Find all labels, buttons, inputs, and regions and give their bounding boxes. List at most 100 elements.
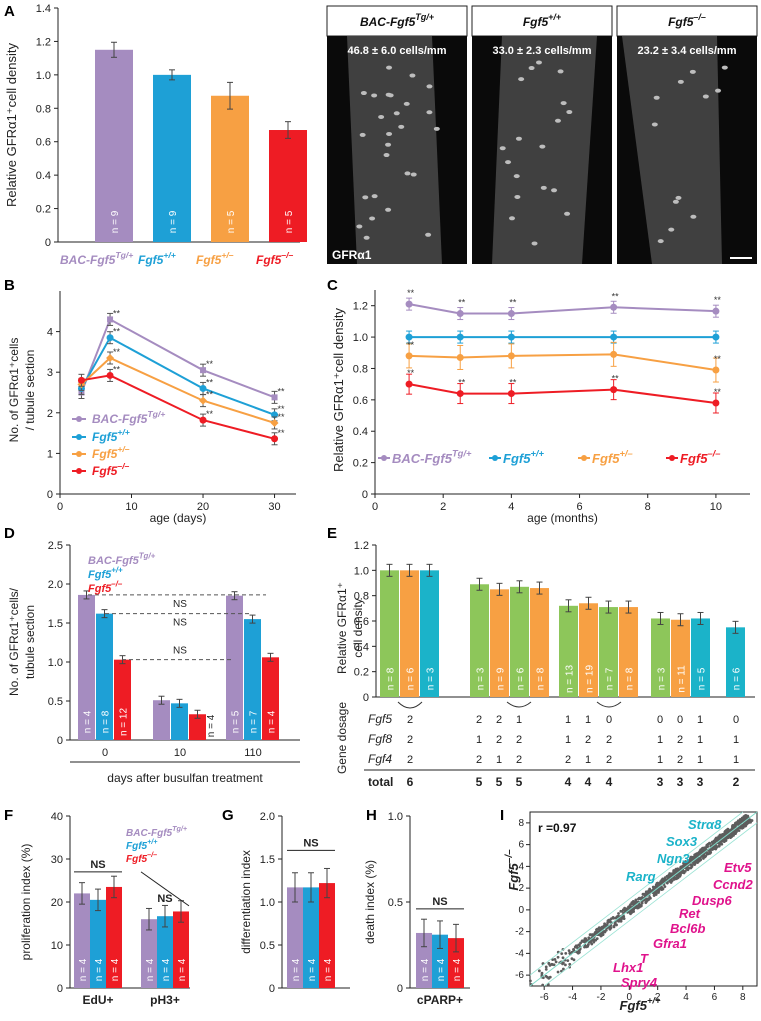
panel-i-point xyxy=(544,967,548,971)
panel-i-point xyxy=(605,923,609,927)
panel-i-point xyxy=(746,815,750,819)
panel-i-point xyxy=(583,945,586,949)
panel-b-x-label: age (days) xyxy=(150,511,207,525)
panel-a-cell xyxy=(383,153,390,158)
panel-c-point xyxy=(405,300,413,308)
panel-a-cell xyxy=(535,60,542,65)
panel-i-point xyxy=(722,840,726,844)
panel-a-bar xyxy=(95,49,133,243)
panel-d-y-tick-label: 2.0 xyxy=(48,579,63,591)
panel-a-cell xyxy=(499,146,506,151)
panel-c-star: ** xyxy=(714,387,722,397)
panel-b-series-line xyxy=(80,317,275,399)
panel-g-n-label: n = 4 xyxy=(323,958,334,981)
panel-a-cell xyxy=(564,211,571,216)
panel-i-point xyxy=(572,947,575,951)
panel-b-y-tick-label: 1 xyxy=(47,448,53,460)
panel-e-dosage-value: 2 xyxy=(585,734,591,746)
panel-g-y-tick-label: 1.0 xyxy=(260,897,275,909)
panel-a-x-label: BAC-Fgf5Tg/+ xyxy=(60,250,133,267)
panel-e-total-value: 2 xyxy=(733,775,740,789)
panel-a-y-tick-label: 0.2 xyxy=(36,204,51,216)
panel-d-x-tick-label: 0 xyxy=(102,747,108,759)
panel-i-point xyxy=(657,883,661,887)
panel-f-bar xyxy=(106,886,122,988)
panel-e-n-label: n = 19 xyxy=(585,665,596,694)
panel-c-point xyxy=(610,386,618,394)
panel-i-y-tick-label: -2 xyxy=(515,927,524,938)
panel-i-point xyxy=(638,903,642,907)
panel-a-n-label: n = 5 xyxy=(284,210,295,233)
panel-g-bar xyxy=(319,883,335,988)
panel-i-point xyxy=(563,963,567,967)
panel-e-n-label: n = 3 xyxy=(426,667,437,690)
panel-c-star: ** xyxy=(509,378,517,388)
panel-d-ns-label: NS xyxy=(173,599,187,610)
panel-e-total-value: 5 xyxy=(476,775,483,789)
panel-i-point xyxy=(626,907,629,911)
panel-f-y-tick-label: 30 xyxy=(51,854,63,866)
panel-b-star: ** xyxy=(113,327,121,337)
panel-i-point xyxy=(731,831,735,835)
panel-c-legend-entry: Fgf5+/– xyxy=(592,449,633,467)
panel-a-y-tick-label: 0.8 xyxy=(36,103,51,115)
panel-c-x-tick-label: 6 xyxy=(576,501,582,513)
panel-a-cell xyxy=(668,227,675,232)
panel-i-point xyxy=(655,884,659,888)
panel-c-point xyxy=(507,333,515,341)
panel-c-star: ** xyxy=(509,298,517,308)
panel-e-n-label: n = 6 xyxy=(516,667,527,690)
panel-a-x-label: Fgf5–/– xyxy=(256,250,294,267)
panel-d-x-label: days after busulfan treatment xyxy=(107,771,263,785)
panel-a-cell xyxy=(385,207,392,212)
panel-i-y-tick-label: 6 xyxy=(518,840,524,851)
panel-e-total-value: 3 xyxy=(697,775,704,789)
panel-i-y-label: Fgf5–/– xyxy=(504,849,521,891)
panel-c-point xyxy=(405,333,413,341)
panel-i-x-tick-label: 4 xyxy=(683,992,689,1003)
panel-a-tubule xyxy=(492,36,597,264)
panel-c-legend-marker xyxy=(492,455,498,461)
panel-c-y-tick-label: 0 xyxy=(362,489,368,501)
panel-i-point xyxy=(674,868,678,872)
panel-i-point xyxy=(716,838,720,842)
panel-i-gene-magenta: Bcl6b xyxy=(670,921,705,936)
panel-c-star: ** xyxy=(612,291,620,301)
panel-i-diagonal xyxy=(529,811,758,987)
panel-i-point xyxy=(637,897,640,901)
panel-i-y-tick-label: 2 xyxy=(518,883,524,894)
panel-c-point xyxy=(405,380,413,388)
panel-e-bar xyxy=(651,618,670,697)
panel-e-y-tick-label: 1.0 xyxy=(354,565,369,577)
panel-i-point xyxy=(706,845,710,848)
panel-i-point xyxy=(728,833,731,837)
panel-e-n-label: n = 11 xyxy=(677,665,688,693)
panel-i-point xyxy=(668,873,672,877)
panel-i-point xyxy=(712,847,716,851)
panel-c-series-line xyxy=(408,383,717,404)
panel-d-legend-entry: Fgf5+/+ xyxy=(88,566,123,582)
panel-e-dosage-value: 2 xyxy=(407,714,413,726)
panel-i-point xyxy=(615,915,619,919)
panel-c-x-tick-label: 0 xyxy=(372,501,378,513)
panel-e-bar xyxy=(559,605,578,697)
panel-e-dosage-value: 2 xyxy=(496,734,502,746)
panel-i-x-tick-label: -2 xyxy=(596,992,605,1003)
panel-e-bar xyxy=(470,584,489,697)
panel-a-y-tick-label: 1.0 xyxy=(36,70,51,82)
panel-i-point xyxy=(540,971,544,975)
panel-i-point xyxy=(641,892,645,896)
panel-i-point xyxy=(556,970,560,974)
panel-e-n-label: n = 6 xyxy=(732,667,743,690)
panel-c-series-line xyxy=(409,353,717,372)
panel-b-star: ** xyxy=(206,390,214,400)
panel-c-legend-entry: Fgf5+/+ xyxy=(503,449,545,467)
panel-a-cell xyxy=(386,65,393,70)
panel-a-cell xyxy=(425,232,432,237)
panel-i-point xyxy=(556,955,560,959)
panel-i-x-tick-label: 0 xyxy=(627,992,633,1003)
panel-d-y-label: tubule section xyxy=(23,605,37,679)
panel-e-bar xyxy=(671,619,690,697)
panel-f-ns-line xyxy=(140,871,190,907)
panel-i-point xyxy=(701,847,705,851)
